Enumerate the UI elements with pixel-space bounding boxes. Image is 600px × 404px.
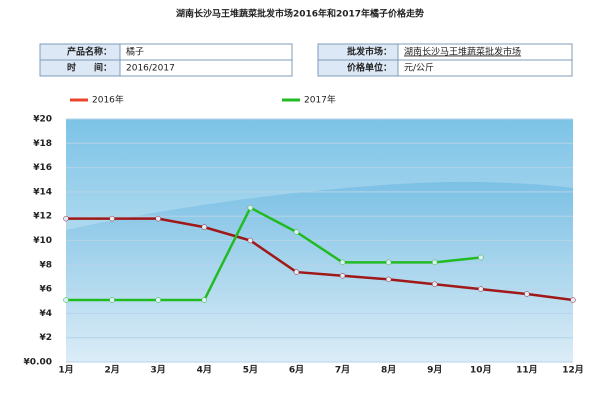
point [293,229,300,235]
point [293,269,300,275]
y-tick-label: ¥14 [33,187,52,197]
point [339,272,346,279]
y-tick-label: ¥0.00 [24,358,52,368]
y-tick-label: ¥10 [33,236,52,246]
info-label: 时 间： [67,62,112,74]
point [247,204,254,211]
point [339,259,346,266]
point [478,254,484,261]
point [570,297,576,303]
info-table [39,43,573,77]
x-tick-label: 2月 [104,365,119,376]
point [385,259,392,266]
y-tick-label: ¥4 [39,309,52,319]
y-tick-label: ¥6 [39,285,52,295]
point [155,297,161,303]
x-tick-label: 5月 [243,365,258,376]
point [63,215,69,222]
point [201,224,208,230]
x-tick-label: 4月 [197,365,212,376]
x-tick-label: 9月 [427,365,442,376]
decoration [66,181,573,362]
x-tick-label: 1月 [58,365,73,376]
point [109,297,115,303]
point [431,259,438,266]
point [385,276,392,283]
x-tick-label: 11月 [516,365,538,376]
x-tick-label: 10月 [470,365,492,376]
chart-title: 湖南长沙马王堆蔬菜批发市场2016年和2017年橘子价格走势 [176,8,424,20]
x-tick-label: 3月 [151,365,166,376]
y-tick-label: ¥20 [33,115,52,125]
info-value: 橘子 [126,47,144,58]
series-line [66,217,574,302]
y-tick-label: ¥12 [33,212,52,222]
info-label: 价格单位： [347,62,392,74]
point [201,297,208,303]
series-line [66,205,481,302]
info-link[interactable]: 湖南长沙马王堆蔬菜批发市场 [404,46,521,58]
x-tick-label: 6月 [289,365,304,376]
x-tick-label: 7月 [335,365,350,376]
y-tick-label: ¥2 [39,333,52,343]
legend-label: 2017年 [304,94,336,106]
y-tick-label: ¥8 [39,260,52,270]
info-value: 元/公斤 [404,63,434,74]
info-value: 2016/2017 [126,64,175,74]
y-tick-label: ¥16 [33,163,52,173]
x-tick-label: 8月 [381,365,396,376]
y-tick-label: ¥18 [33,139,52,149]
point [478,286,484,292]
point [247,237,254,244]
info-label: 产品名称： [67,46,112,58]
x-tick-label: 12月 [562,365,584,376]
point [109,215,115,222]
legend-label: 2016年 [92,94,124,106]
point [524,291,530,297]
point [431,281,438,287]
point [63,297,69,303]
info-label: 批发市场： [347,46,392,58]
point [155,215,161,222]
